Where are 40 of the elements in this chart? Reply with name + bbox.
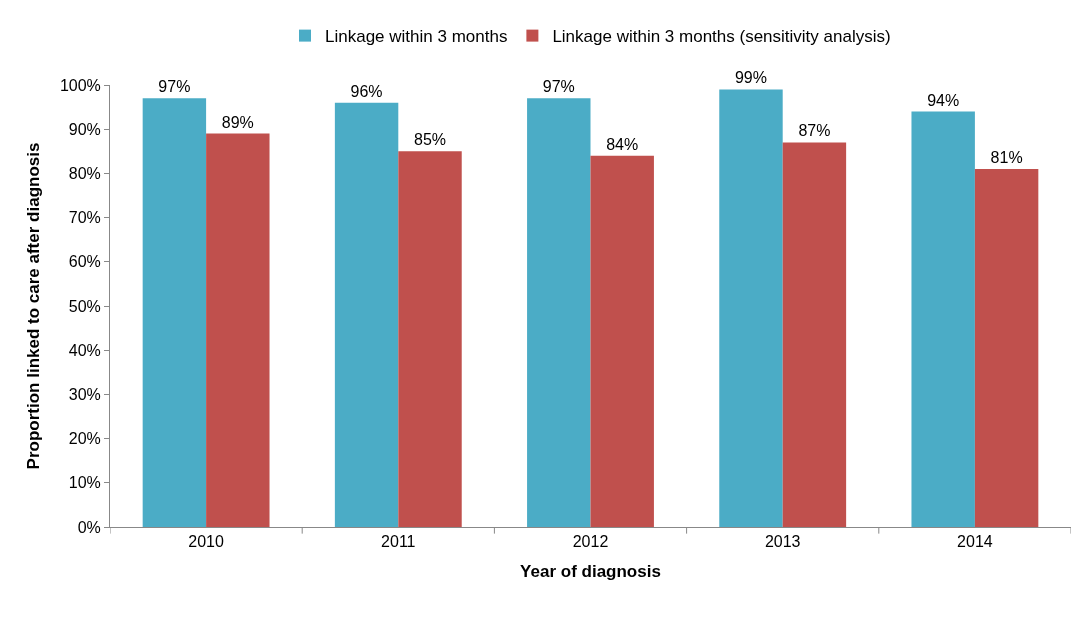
y-tick-label: 80% xyxy=(68,165,101,182)
y-tick-label: 20% xyxy=(68,430,101,448)
y-tick-label: 70% xyxy=(68,209,101,227)
data-label: 97% xyxy=(542,78,575,96)
data-label: 96% xyxy=(350,82,383,100)
y-axis-title: Proportion linked to care after diagnosis xyxy=(24,142,44,470)
data-label: 97% xyxy=(158,78,191,96)
y-tick-label: 30% xyxy=(68,386,101,403)
data-label: 84% xyxy=(606,135,639,153)
y-tick-label: 100% xyxy=(59,76,101,94)
data-label: 81% xyxy=(990,148,1023,166)
y-tick-label: 50% xyxy=(68,297,101,315)
bar xyxy=(974,168,1039,527)
y-tick-label: 90% xyxy=(68,120,101,138)
bar xyxy=(398,151,462,527)
bar xyxy=(334,102,399,527)
data-label: 94% xyxy=(927,91,960,109)
legend-label: Linkage within 3 months xyxy=(325,27,508,47)
x-tick-label: 2011 xyxy=(381,533,416,551)
bar xyxy=(911,111,975,527)
bar xyxy=(206,133,270,527)
data-label: 85% xyxy=(414,131,447,149)
x-tick-label: 2010 xyxy=(188,533,224,551)
bar xyxy=(719,89,783,527)
x-axis-title: Year of diagnosis xyxy=(520,561,661,581)
data-label: 87% xyxy=(798,122,831,140)
y-tick-label: 60% xyxy=(68,253,101,271)
bar xyxy=(142,98,207,527)
y-tick-label: 0% xyxy=(77,518,101,536)
data-label: 89% xyxy=(221,113,254,131)
x-tick-label: 2013 xyxy=(764,533,801,551)
bar xyxy=(527,98,591,527)
legend-label: Linkage within 3 months (sensitivity analysis) xyxy=(552,27,891,47)
y-tick-label: 40% xyxy=(68,341,101,359)
y-tick-label: 10% xyxy=(68,474,101,492)
bar xyxy=(590,155,654,527)
x-tick-label: 2012 xyxy=(572,533,609,551)
x-tick-label: 2014 xyxy=(957,533,993,551)
bar xyxy=(782,142,847,527)
data-label: 99% xyxy=(734,69,767,87)
